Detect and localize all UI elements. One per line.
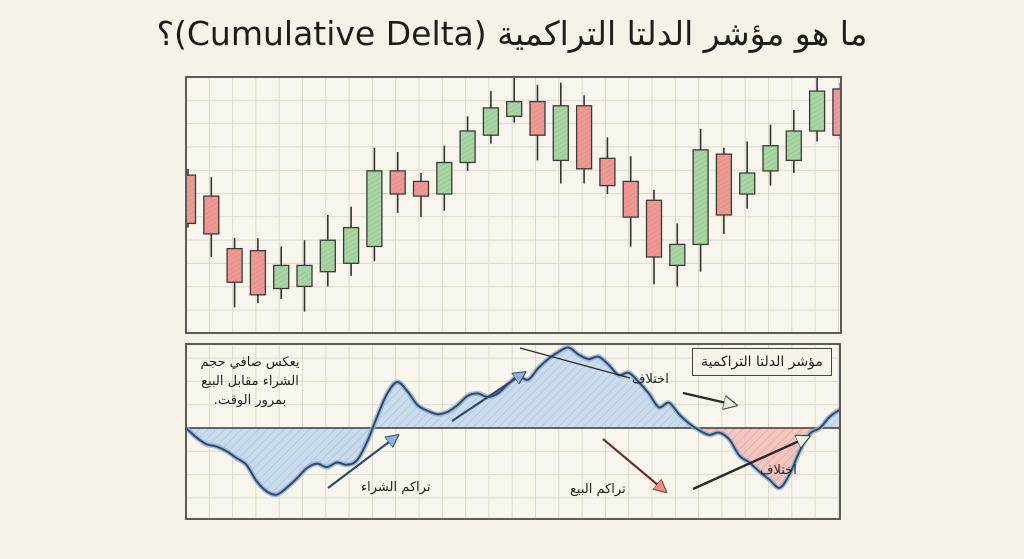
price-panel-frame — [185, 76, 842, 334]
delta-panel-frame — [185, 343, 841, 520]
page-title: ما هو مؤشر الدلتا التراكمية (Cumulative … — [156, 14, 868, 53]
divergence-label-top: اختلاف — [632, 372, 669, 387]
delta-negative-area-early — [187, 428, 606, 495]
divergence-lines — [519, 347, 808, 491]
buy-accumulation-arrows — [327, 373, 524, 489]
delta-negative-area — [606, 428, 839, 488]
candles — [187, 78, 840, 312]
delta-positive-area — [187, 347, 839, 428]
divergence-label-bottom: اختلاف — [760, 463, 797, 478]
sell-accumulation-arrow — [602, 438, 665, 491]
description-note: يعكس صافي حجم الشراء مقابل البيع بمرور ا… — [200, 355, 300, 408]
sell-accumulation-label: تراكم البيع — [570, 482, 626, 497]
buy-accumulation-label: تراكم الشراء — [361, 480, 431, 495]
indicator-label-box: مؤشر الدلتا التراكمية — [692, 348, 832, 376]
